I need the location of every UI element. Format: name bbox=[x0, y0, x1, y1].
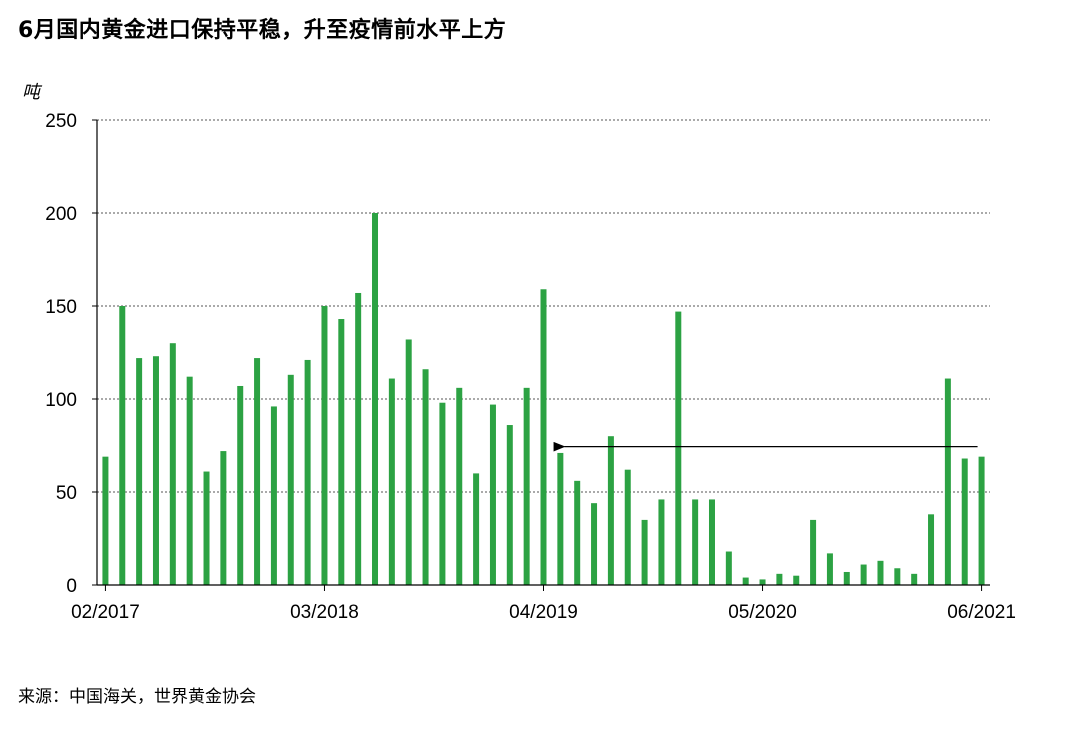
x-tick-label: 03/2018 bbox=[290, 602, 359, 623]
gridlines bbox=[97, 119, 990, 493]
bar bbox=[641, 519, 648, 585]
y-tick-label: 50 bbox=[56, 483, 77, 504]
bar bbox=[742, 577, 749, 585]
bar bbox=[523, 387, 530, 585]
bar bbox=[270, 406, 277, 585]
bar bbox=[473, 473, 480, 585]
bar bbox=[169, 343, 176, 585]
bar bbox=[237, 385, 244, 585]
y-tick-label: 100 bbox=[45, 390, 77, 411]
bar bbox=[810, 519, 817, 585]
bar bbox=[338, 319, 345, 585]
bar bbox=[574, 480, 581, 585]
bar bbox=[186, 376, 193, 585]
bar bbox=[759, 579, 766, 585]
bar bbox=[928, 514, 935, 585]
bar bbox=[254, 358, 261, 585]
chart-title: 6月国内黄金进口保持平稳，升至疫情前水平上方 bbox=[18, 18, 507, 43]
bar bbox=[203, 471, 210, 585]
bar bbox=[287, 374, 294, 585]
bar bbox=[894, 568, 901, 585]
y-tick-label: 150 bbox=[45, 297, 77, 318]
bar bbox=[944, 378, 951, 585]
x-tick-labels: 02/2017 03/2018 04/2019 05/2020 06/2021 bbox=[71, 602, 1016, 623]
bar bbox=[860, 564, 867, 585]
bar bbox=[911, 573, 918, 585]
bar bbox=[422, 369, 429, 585]
bar bbox=[540, 289, 547, 585]
bar bbox=[304, 359, 311, 585]
bar bbox=[591, 503, 598, 585]
bar bbox=[776, 573, 783, 585]
bar bbox=[321, 306, 328, 585]
x-tick-label: 04/2019 bbox=[509, 602, 578, 623]
bar bbox=[826, 553, 833, 585]
bar bbox=[152, 356, 159, 585]
bar bbox=[456, 387, 463, 585]
source-note: 来源：中国海关，世界黄金协会 bbox=[18, 687, 256, 707]
bar bbox=[119, 306, 126, 585]
x-tick-label: 05/2020 bbox=[728, 602, 797, 623]
y-axis-unit-label: 吨 bbox=[22, 82, 40, 103]
gold-imports-bar-chart: 0 50 100 150 200 250 02/2017 03/2018 04/2019 05/… bbox=[45, 111, 1016, 623]
y-tick-label: 250 bbox=[45, 111, 77, 132]
bar bbox=[658, 499, 665, 585]
bar bbox=[405, 339, 412, 585]
bar bbox=[372, 213, 379, 585]
bar bbox=[506, 425, 513, 585]
x-tick-label: 02/2017 bbox=[71, 602, 140, 623]
y-tick-labels: 0 50 100 150 200 250 bbox=[45, 111, 77, 597]
bar bbox=[607, 436, 614, 585]
bar bbox=[961, 458, 968, 585]
bar bbox=[675, 311, 682, 585]
bar bbox=[355, 292, 362, 585]
bar bbox=[793, 575, 800, 585]
bar bbox=[102, 456, 109, 585]
bar bbox=[877, 560, 884, 585]
bar bbox=[439, 402, 446, 585]
bar bbox=[136, 358, 143, 585]
bar bbox=[624, 469, 631, 585]
axes bbox=[92, 119, 990, 591]
bar bbox=[489, 404, 496, 585]
bar bbox=[692, 499, 699, 585]
bar bbox=[725, 551, 732, 585]
bar bbox=[843, 571, 850, 585]
bar bbox=[220, 451, 227, 585]
x-tick-label: 06/2021 bbox=[947, 602, 1016, 623]
bar bbox=[708, 499, 715, 585]
bar bbox=[978, 456, 985, 585]
y-tick-label: 200 bbox=[45, 204, 77, 225]
y-tick-label: 0 bbox=[66, 576, 77, 597]
bar bbox=[557, 452, 564, 585]
bar bbox=[388, 378, 395, 585]
bar-series bbox=[102, 213, 985, 585]
